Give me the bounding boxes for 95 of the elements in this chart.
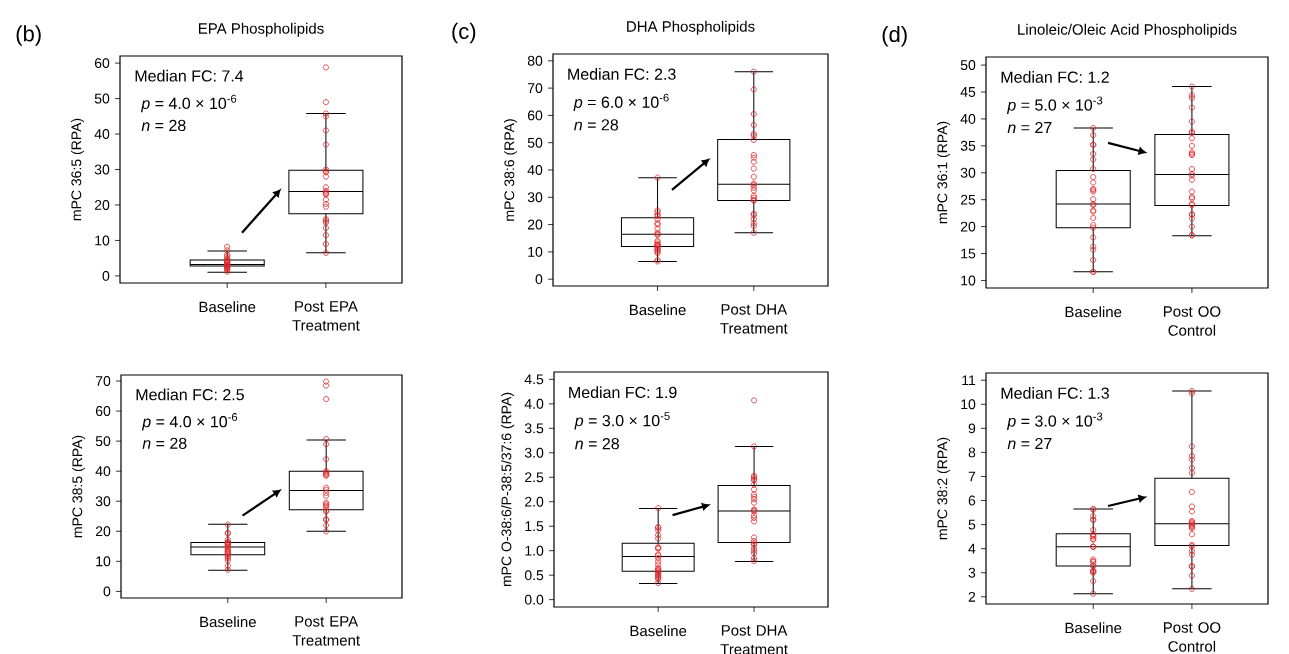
text: (c) <box>452 22 476 44</box>
annotation: n = 28 <box>575 438 619 450</box>
x-tick-label: Post EPA Treatment <box>292 301 360 331</box>
chart-title: EPA Phospholipids <box>198 22 324 37</box>
annotation: Median FC: 7.4 <box>135 69 244 82</box>
annotation: n = 28 <box>142 437 187 449</box>
y-tick-label: 30 <box>527 192 543 203</box>
annotation: Median FC: 1.3 <box>1001 387 1109 399</box>
annotation: Median FC: 1.9 <box>569 386 677 399</box>
x-tick-label: Post DHA Treatment <box>720 304 788 334</box>
y-tick-label: 60 <box>95 406 111 417</box>
y-tick-label: 20 <box>95 526 111 537</box>
y-tick-label: 2 <box>968 591 976 602</box>
y-axis-title: mPC 38:6 (RPA) <box>503 119 518 221</box>
y-tick-label: 50 <box>527 137 543 148</box>
text: (b) <box>16 25 41 46</box>
text: (d) <box>882 25 907 47</box>
x-tick-label: Baseline <box>200 616 256 628</box>
y-tick-label: 3.0 <box>524 447 544 458</box>
y-tick-label: 50 <box>95 436 111 447</box>
y-tick-label: 40 <box>95 466 111 477</box>
annotation: n = 28 <box>574 119 619 131</box>
y-tick-label: 0.5 <box>524 570 544 581</box>
y-tick-label: 30 <box>960 167 976 178</box>
chart-title: DHA Phospholipids <box>627 20 755 35</box>
y-tick-label: 11 <box>962 375 976 386</box>
y-tick-label: 10 <box>96 556 111 567</box>
y-tick-label: 10 <box>961 399 976 410</box>
y-tick-label: 20 <box>94 200 110 210</box>
y-tick-label: 70 <box>95 376 111 386</box>
y-axis-title: mPC 36:1 (RPA) <box>936 121 951 224</box>
y-tick-label: 5 <box>968 519 976 530</box>
y-tick-label: 30 <box>95 496 111 507</box>
annotation: Median FC: 2.5 <box>136 388 244 401</box>
x-tick-label: Post OO Control <box>1163 306 1221 336</box>
x-tick-label: Post DHA Treatment <box>720 625 788 654</box>
annotation: p = 6.0 × 10$^{-6}$ <box>573 93 669 112</box>
y-tick-label: 0 <box>535 274 543 285</box>
x-tick-label: Baseline <box>1065 306 1122 318</box>
y-tick-label: 20 <box>960 221 976 232</box>
y-tick-label: 50 <box>960 60 976 71</box>
annotation: p = 3.0 × 10$^{-3}$ <box>1006 412 1103 430</box>
y-tick-label: 50 <box>94 93 110 104</box>
x-tick-label: Baseline <box>630 625 687 637</box>
y-axis-title: mPC 38:5 (RPA) <box>71 435 86 538</box>
y-tick-label: 4.0 <box>524 398 544 409</box>
y-axis-title: mPC 36:5 (RPA) <box>70 118 85 221</box>
y-axis-title: mPC 38:2 (RPA) <box>937 437 951 540</box>
y-tick-label: 70 <box>527 83 543 94</box>
y-tick-label: 35 <box>960 140 976 151</box>
y-tick-label: 20 <box>527 219 543 230</box>
annotation: n = 27 <box>1007 437 1052 450</box>
y-tick-label: 8 <box>968 447 976 458</box>
y-tick-label: 9 <box>968 423 976 434</box>
annotation: p = 4.0 × 10$^{-6}$ <box>141 413 238 431</box>
x-tick-label: Baseline <box>630 304 686 316</box>
annotation: p = 5.0 × 10$^{-3}$ <box>1006 96 1103 114</box>
y-tick-label: 45 <box>960 87 976 97</box>
y-tick-label: 3 <box>968 567 976 578</box>
y-tick-label: 10 <box>961 275 976 286</box>
y-tick-label: 2.5 <box>525 472 544 483</box>
y-tick-label: 80 <box>527 55 543 66</box>
annotation: n = 28 <box>141 119 186 132</box>
y-tick-label: 4.5 <box>524 374 544 385</box>
annotation: Median FC: 1.2 <box>1001 71 1109 83</box>
annotation: Median FC: 2.3 <box>568 68 676 80</box>
y-axis-title: mPC O-38:6/P-38:5/37:6 (RPA) <box>501 392 515 587</box>
y-tick-label: 1.0 <box>525 545 544 556</box>
y-tick-label: 0.0 <box>524 594 544 605</box>
y-tick-label: 0 <box>102 270 110 281</box>
y-tick-label: 2.0 <box>525 496 544 507</box>
y-tick-label: 10 <box>95 235 110 246</box>
x-tick-label: Baseline <box>199 301 256 313</box>
annotation: n = 27 <box>1007 121 1052 134</box>
y-tick-label: 3.5 <box>524 423 544 434</box>
y-tick-label: 40 <box>94 129 110 139</box>
y-tick-label: 1.5 <box>525 521 544 532</box>
y-tick-label: 6 <box>968 495 976 506</box>
y-tick-label: 60 <box>527 110 543 121</box>
x-tick-label: Post EPA Treatment <box>292 616 360 646</box>
y-tick-label: 7 <box>968 471 976 482</box>
y-tick-label: 0 <box>103 586 111 597</box>
chart-title: Linoleic/Oleic Acid Phospholipids <box>1018 23 1237 38</box>
y-tick-label: 30 <box>94 164 110 175</box>
y-tick-label: 40 <box>960 113 976 124</box>
y-tick-label: 10 <box>528 246 543 257</box>
y-tick-label: 25 <box>960 194 976 205</box>
x-tick-label: Post OO Control <box>1163 622 1221 652</box>
annotation: p = 3.0 × 10$^{-5}$ <box>574 412 670 430</box>
annotation: p = 4.0 × 10$^{-6}$ <box>140 94 237 113</box>
y-tick-label: 15 <box>961 248 976 259</box>
x-tick-label: Baseline <box>1065 622 1122 634</box>
y-tick-label: 40 <box>527 165 543 175</box>
y-tick-label: 60 <box>94 58 110 69</box>
y-tick-label: 4 <box>968 543 976 554</box>
